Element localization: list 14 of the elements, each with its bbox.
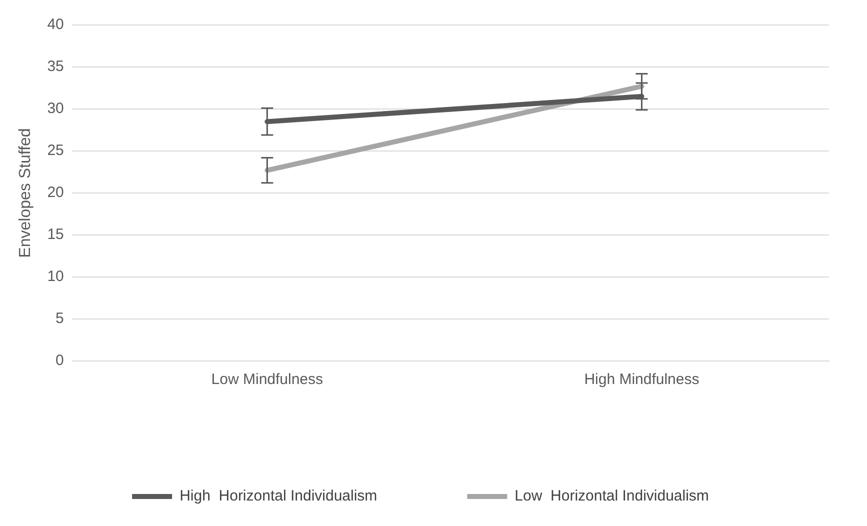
y-tick-label: 15 [47,226,64,244]
x-tick-label: High Mindfulness [584,371,700,388]
y-tick-label: 5 [56,310,64,328]
y-tick-label: 20 [47,184,64,202]
legend-label: Low Horizontal Individualism [514,488,709,505]
y-tick-label: 35 [47,58,64,76]
y-tick-label: 30 [47,100,64,118]
y-tick-label: 25 [47,142,64,160]
y-tick-label: 40 [47,16,64,34]
y-axis-title: Envelopes Stuffed [17,128,34,258]
y-tick-label: 0 [56,352,64,370]
y-tick-label: 10 [47,268,64,286]
legend-label: High Horizontal Individualism [180,488,378,505]
x-tick-label: Low Mindfulness [211,371,324,388]
